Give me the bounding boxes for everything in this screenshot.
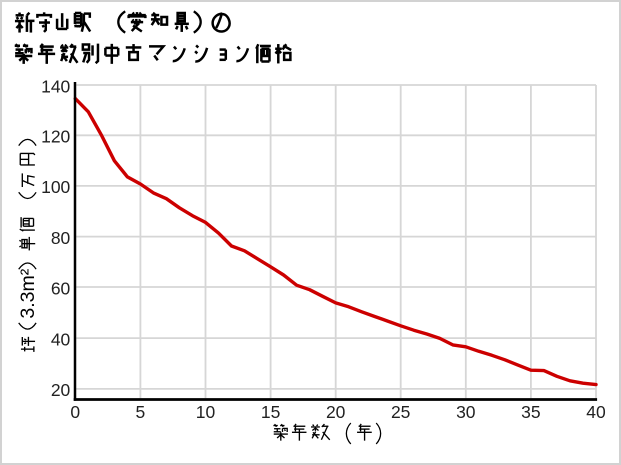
svg-text:35: 35 xyxy=(521,402,540,422)
svg-text:10: 10 xyxy=(196,402,216,422)
svg-text:0: 0 xyxy=(70,402,80,422)
svg-text:40: 40 xyxy=(586,402,606,422)
svg-text:140: 140 xyxy=(41,76,70,96)
svg-text:3.3m²: 3.3m² xyxy=(17,268,39,318)
svg-text:25: 25 xyxy=(391,402,410,422)
svg-text:15: 15 xyxy=(261,402,280,422)
svg-text:40: 40 xyxy=(51,329,71,349)
svg-text:5: 5 xyxy=(136,402,146,422)
svg-text:60: 60 xyxy=(51,278,71,298)
svg-text:120: 120 xyxy=(41,127,70,147)
svg-text:80: 80 xyxy=(51,228,71,248)
svg-text:100: 100 xyxy=(41,177,70,197)
svg-text:20: 20 xyxy=(326,402,346,422)
svg-text:30: 30 xyxy=(456,402,476,422)
svg-text:20: 20 xyxy=(51,380,71,400)
